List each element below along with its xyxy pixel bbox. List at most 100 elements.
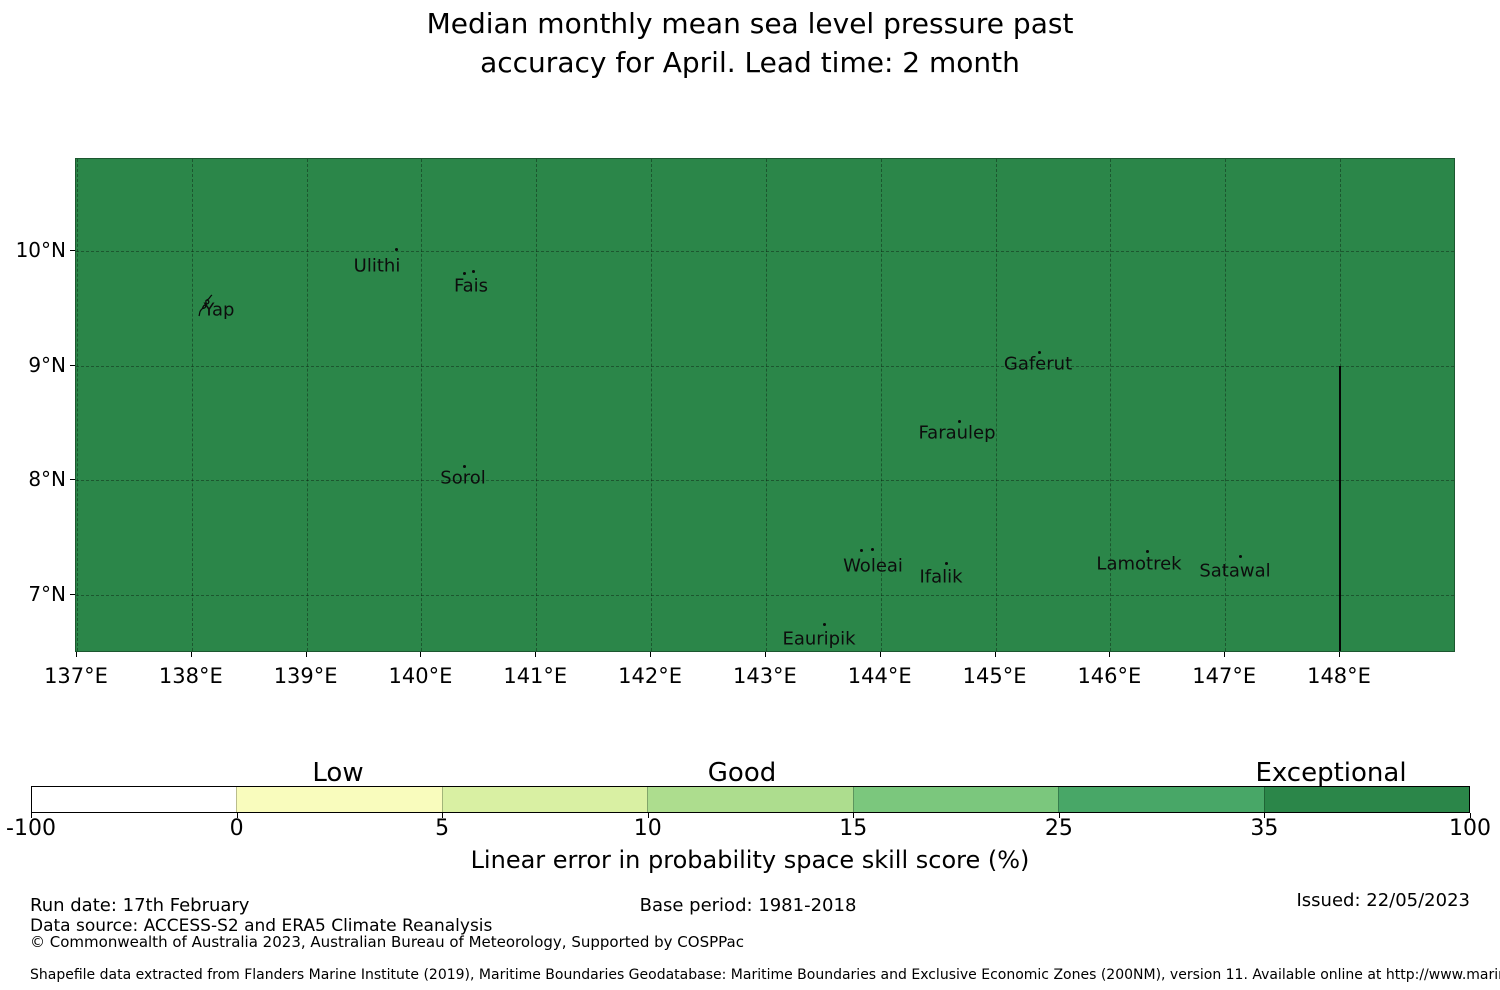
- y-axis-tick-label: 8°N: [28, 467, 66, 492]
- colorbar-segment: [32, 787, 237, 812]
- x-axis-tick: [650, 652, 652, 657]
- lon-gridline: [536, 159, 538, 651]
- x-axis-tick: [994, 652, 996, 657]
- colorbar-tick-label: 100: [1449, 816, 1491, 841]
- colorbar-category-label: Exceptional: [1255, 758, 1407, 788]
- colorbar-tick-label: 5: [435, 816, 450, 841]
- lon-gridline: [306, 159, 308, 651]
- island-marker-dot: [1238, 554, 1242, 558]
- x-axis-tick-label: 141°E: [503, 664, 568, 688]
- colorbar-tick: [236, 813, 238, 818]
- island-marker-dot: [1037, 350, 1041, 354]
- x-axis-tick: [1109, 652, 1111, 657]
- x-axis-tick: [1339, 652, 1341, 657]
- x-axis-tick: [535, 652, 537, 657]
- island-label: Ifalik: [919, 566, 963, 588]
- y-axis-tick-label: 10°N: [15, 238, 66, 262]
- x-axis-tick: [420, 652, 422, 657]
- copyright-text: © Commonwealth of Australia 2023, Austra…: [30, 933, 744, 951]
- page-title: Median monthly mean sea level pressure p…: [0, 4, 1500, 82]
- lon-gridline: [880, 159, 882, 651]
- colorbar-tick: [647, 813, 649, 818]
- x-axis-tick-label: 148°E: [1307, 664, 1371, 688]
- base-period-text: Base period: 1981-2018: [639, 895, 857, 916]
- lat-gridline: [76, 480, 1454, 482]
- island-label: Gaferut: [1003, 353, 1073, 375]
- colorbar-segment: [1058, 787, 1264, 812]
- island-label: Eauripik: [782, 628, 856, 650]
- title-line-2: accuracy for April. Lead time: 2 month: [480, 46, 1020, 79]
- colorbar-segment: [236, 787, 442, 812]
- colorbar-category-label: Good: [707, 758, 777, 788]
- lon-gridline: [421, 159, 423, 651]
- island-marker-dot: [394, 247, 398, 251]
- island-marker-dot: [822, 622, 826, 626]
- x-axis-tick-label: 139°E: [273, 664, 338, 688]
- y-axis-tick: [70, 364, 75, 366]
- island-label: Satawal: [1199, 560, 1271, 582]
- lon-gridline: [191, 159, 193, 651]
- colorbar-segment: [647, 787, 853, 812]
- x-axis-tick-label: 142°E: [618, 664, 683, 688]
- island-label: Lamotrek: [1096, 553, 1182, 575]
- island-label: Yap: [203, 299, 235, 321]
- x-axis-tick: [764, 652, 766, 657]
- colorbar-tick-label: 15: [839, 816, 868, 841]
- x-axis-tick: [879, 652, 881, 657]
- x-axis-tick-label: 140°E: [388, 664, 453, 688]
- lon-gridline: [765, 159, 767, 651]
- y-axis-tick: [70, 250, 75, 251]
- x-axis-tick: [190, 652, 192, 657]
- shapefile-attribution-text: Shapefile data extracted from Flanders M…: [30, 967, 1500, 983]
- run-date-text: Run date: 17th February: [30, 895, 250, 916]
- island-marker-dot: [1145, 549, 1149, 553]
- colorbar-tick-label: 10: [633, 816, 662, 841]
- x-axis-tick: [76, 652, 77, 657]
- colorbar-tick: [1264, 813, 1266, 818]
- island-marker-dot: [870, 547, 874, 551]
- island-label: Fais: [453, 275, 489, 297]
- island-marker-dot: [462, 464, 466, 468]
- x-axis-tick-label: 138°E: [158, 664, 223, 688]
- colorbar-tick: [1470, 813, 1471, 818]
- x-axis-tick-label: 145°E: [962, 664, 1027, 688]
- x-axis-tick: [305, 652, 307, 657]
- colorbar-segment: [852, 787, 1059, 812]
- lat-gridline: [76, 251, 1454, 252]
- colorbar-tick: [31, 813, 32, 818]
- colorbar-tick-label: 25: [1044, 816, 1073, 841]
- x-axis-tick-label: 144°E: [847, 664, 912, 688]
- y-axis-tick-label: 7°N: [28, 582, 66, 607]
- island-marker-dot: [957, 419, 961, 423]
- lon-gridline: [651, 159, 653, 651]
- map-plot: Yap Ulithi Fais Sorol Gaferut Faraulep Woleai I…: [75, 158, 1455, 652]
- island-marker-dot: [471, 269, 475, 273]
- island-label: Sorol: [440, 467, 486, 489]
- colorbar-tick-label: -100: [6, 816, 56, 841]
- data-source-text: Data source: ACCESS-S2 and ERA5 Climate …: [30, 916, 493, 936]
- lat-gridline: [76, 595, 1454, 597]
- lon-gridline: [1110, 159, 1112, 651]
- x-axis-tick-label: 143°E: [732, 664, 797, 688]
- issued-date-text: Issued: 22/05/2023: [1296, 890, 1470, 911]
- colorbar-tick: [853, 813, 855, 818]
- colorbar-tick-label: 35: [1250, 816, 1279, 841]
- lon-gridline: [995, 159, 997, 651]
- lon-gridline: [77, 159, 78, 651]
- x-axis-tick-label: 146°E: [1077, 664, 1142, 688]
- colorbar-category-label: Low: [312, 758, 364, 788]
- yap-island-shape: [198, 294, 213, 317]
- eez-boundary-line: [1339, 366, 1341, 651]
- colorbar-tick-label: 0: [229, 816, 244, 841]
- colorbar-axis-label: Linear error in probability space skill …: [470, 846, 1030, 874]
- colorbar-tick: [442, 813, 444, 818]
- colorbar-segment: [1263, 787, 1469, 812]
- lon-gridline: [1225, 159, 1227, 651]
- island-label: Woleai: [843, 555, 903, 577]
- island-marker-dot: [944, 561, 948, 565]
- colorbar-segment: [441, 787, 648, 812]
- y-axis-tick: [70, 594, 75, 596]
- title-line-1: Median monthly mean sea level pressure p…: [426, 7, 1074, 40]
- y-axis-tick-label: 9°N: [28, 352, 66, 377]
- island-marker-dot: [859, 548, 863, 552]
